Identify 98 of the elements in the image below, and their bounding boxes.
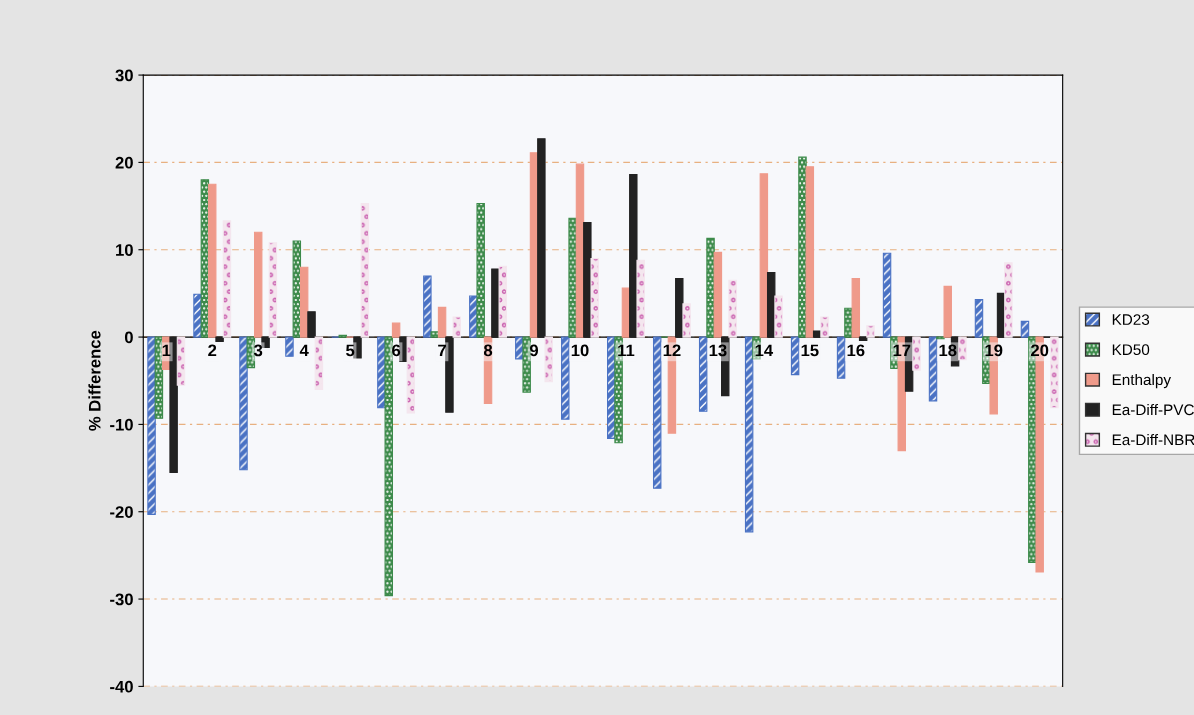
bar <box>652 336 662 489</box>
bar <box>851 278 861 338</box>
bar <box>384 336 393 597</box>
x-tick-label: 12 <box>663 344 681 357</box>
bar <box>445 336 454 413</box>
bar <box>590 257 599 338</box>
y-axis-title: % Difference <box>88 330 101 431</box>
legend-label: KD50 <box>1112 344 1150 356</box>
x-tick-label: 9 <box>529 344 539 357</box>
bar <box>858 336 868 342</box>
bar <box>561 336 570 420</box>
bar <box>430 331 439 338</box>
bar <box>568 217 577 338</box>
x-tick-label: 5 <box>346 344 355 357</box>
bar <box>193 293 202 338</box>
x-tick-label: 17 <box>893 344 911 357</box>
bar <box>974 298 984 338</box>
bar <box>314 336 324 391</box>
y-tick-label: -20 <box>110 506 133 518</box>
legend-label: KD23 <box>1112 314 1150 325</box>
bar <box>836 336 846 379</box>
bar <box>544 336 553 383</box>
bar <box>208 183 217 338</box>
legend-label: Ea-Diff-NBR <box>1112 434 1194 446</box>
bar <box>706 237 715 338</box>
bar <box>728 279 737 338</box>
bar <box>698 336 708 412</box>
bar <box>943 285 952 338</box>
y-tick-label: 10 <box>116 244 133 256</box>
bar <box>629 174 638 338</box>
bar <box>437 306 447 338</box>
bar <box>583 222 592 338</box>
bar <box>882 252 892 338</box>
x-tick-label: 14 <box>755 344 774 357</box>
bar <box>476 202 485 338</box>
x-tick-label: 4 <box>299 344 309 357</box>
bar <box>391 322 401 338</box>
bar <box>522 336 531 393</box>
x-tick-label: 19 <box>985 344 1003 357</box>
bar <box>1020 320 1030 338</box>
bar <box>636 259 645 338</box>
bar <box>360 202 370 338</box>
legend-label: Enthalpy <box>1112 373 1171 389</box>
bar <box>176 336 186 386</box>
bar <box>759 173 769 338</box>
bar <box>805 166 815 338</box>
bar <box>154 336 164 419</box>
x-tick-label: 13 <box>709 344 727 357</box>
bar <box>222 220 232 338</box>
bar <box>866 325 875 338</box>
bar <box>790 336 800 376</box>
bar <box>1004 262 1013 338</box>
x-tick-label: 11 <box>618 344 635 357</box>
x-tick-label: 15 <box>801 344 819 357</box>
bar <box>299 266 309 338</box>
y-tick-label: 20 <box>115 156 133 169</box>
bar <box>268 242 278 338</box>
y-tick-label: 30 <box>115 69 133 82</box>
bar <box>452 316 462 338</box>
y-tick-label: -40 <box>110 680 133 693</box>
x-tick-label: 7 <box>438 344 446 357</box>
x-tick-label: 2 <box>208 344 217 357</box>
x-tick-label: 10 <box>571 344 589 357</box>
bar <box>820 316 829 338</box>
x-tick-label: 6 <box>392 344 401 357</box>
bar <box>307 311 316 338</box>
x-tick-label: 16 <box>847 344 865 357</box>
bar <box>713 251 723 338</box>
bar <box>147 336 156 515</box>
x-tick-label: 20 <box>1030 344 1049 357</box>
bar <box>766 271 776 338</box>
bar <box>406 336 416 414</box>
bar <box>215 336 224 342</box>
y-tick-label: -10 <box>110 418 133 431</box>
bar <box>682 303 691 338</box>
x-tick-label: 3 <box>253 344 263 357</box>
bar <box>928 336 938 402</box>
bar <box>675 278 684 338</box>
legend-label: Ea-Diff-PVC <box>1112 403 1194 416</box>
x-tick-label: 1 <box>162 344 171 357</box>
bar <box>798 156 807 338</box>
bar <box>353 336 362 359</box>
bar <box>498 265 507 338</box>
bar <box>744 336 754 533</box>
bar <box>423 275 432 338</box>
y-tick-label: -30 <box>110 593 133 606</box>
bar <box>812 330 822 338</box>
bar <box>774 295 783 338</box>
x-tick-label: 8 <box>483 344 493 357</box>
bar <box>239 336 248 471</box>
bar <box>169 336 178 473</box>
bar <box>537 138 546 338</box>
bar <box>292 240 302 338</box>
x-tick-label: 18 <box>939 344 957 357</box>
bar <box>253 231 263 338</box>
bar <box>1050 336 1059 409</box>
bar <box>285 336 294 357</box>
y-tick-label: 0 <box>124 331 133 344</box>
